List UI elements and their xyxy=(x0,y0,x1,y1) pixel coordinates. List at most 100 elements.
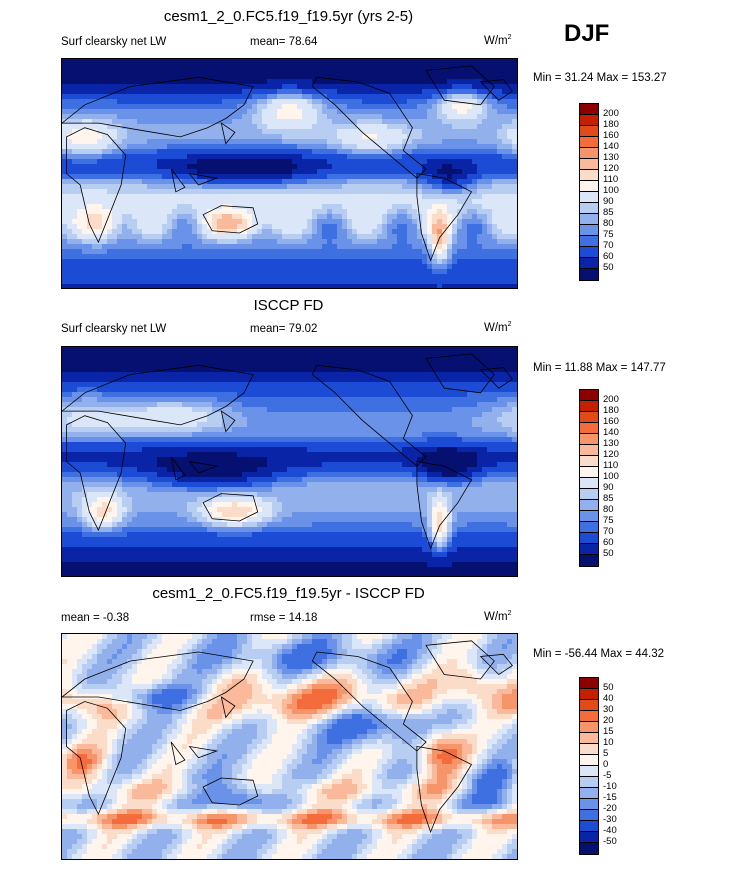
field-cell xyxy=(82,347,88,353)
field-cell xyxy=(322,209,328,215)
field-cell xyxy=(257,259,263,265)
field-cell xyxy=(342,209,348,215)
field-cell xyxy=(97,94,103,100)
field-cell xyxy=(202,134,208,140)
field-cell xyxy=(457,179,463,185)
field-cell xyxy=(112,377,118,383)
field-cell xyxy=(482,99,488,105)
field-cell xyxy=(512,89,517,95)
field-cell xyxy=(452,189,458,195)
field-cell xyxy=(77,259,83,265)
field-cell xyxy=(67,269,73,275)
field-cell xyxy=(492,129,498,135)
field-cell xyxy=(402,174,408,180)
field-cell xyxy=(322,254,328,260)
field-cell xyxy=(102,134,108,140)
field-cell xyxy=(252,129,258,135)
field-cell xyxy=(332,164,338,170)
field-cell xyxy=(257,194,263,200)
field-cell xyxy=(92,264,98,270)
field-cell xyxy=(162,199,168,205)
field-cell xyxy=(447,154,453,160)
field-cell xyxy=(412,109,418,115)
field-cell xyxy=(212,169,218,175)
field-cell xyxy=(172,114,178,120)
field-cell xyxy=(217,377,223,383)
field-cell xyxy=(177,144,183,150)
field-cell xyxy=(397,382,403,388)
field-cell xyxy=(407,362,413,368)
field-cell xyxy=(497,372,503,378)
field-cell xyxy=(62,194,68,200)
colorbar-tick-label: 100 xyxy=(603,185,619,196)
field-cell xyxy=(92,89,98,95)
field-cell xyxy=(482,199,488,205)
field-cell xyxy=(397,169,403,175)
field-cell xyxy=(127,377,133,383)
field-cell xyxy=(237,99,243,105)
field-cell xyxy=(277,382,283,388)
field-cell xyxy=(87,284,93,288)
field-cell xyxy=(257,144,263,150)
field-cell xyxy=(187,184,193,190)
field-cell xyxy=(317,184,323,190)
field-cell xyxy=(367,219,373,225)
field-cell xyxy=(287,259,293,265)
field-cell xyxy=(342,357,348,363)
field-cell xyxy=(292,64,298,70)
field-cell xyxy=(487,64,493,70)
field-cell xyxy=(282,244,288,250)
field-cell xyxy=(177,189,183,195)
field-cell xyxy=(397,94,403,100)
field-cell xyxy=(97,129,103,135)
field-cell xyxy=(492,134,498,140)
field-cell xyxy=(417,79,423,85)
field-cell xyxy=(422,214,428,220)
field-cell xyxy=(382,99,388,105)
field-cell xyxy=(127,134,133,140)
field-cell xyxy=(77,179,83,185)
field-cell xyxy=(292,234,298,240)
field-cell xyxy=(277,367,283,373)
field-cell xyxy=(457,154,463,160)
field-cell xyxy=(322,259,328,265)
field-cell xyxy=(192,104,198,110)
field-cell xyxy=(177,254,183,260)
field-cell xyxy=(112,254,118,260)
field-cell xyxy=(472,114,478,120)
field-cell xyxy=(262,154,268,160)
field-cell xyxy=(512,84,517,90)
field-cell xyxy=(227,109,233,115)
field-cell xyxy=(112,269,118,275)
field-cell xyxy=(252,59,258,65)
field-cell xyxy=(62,224,68,230)
field-cell xyxy=(427,194,433,200)
field-cell xyxy=(227,144,233,150)
field-cell xyxy=(332,199,338,205)
field-cell xyxy=(272,224,278,230)
field-cell xyxy=(252,79,258,85)
field-cell xyxy=(137,209,143,215)
field-cell xyxy=(142,124,148,130)
field-cell xyxy=(497,199,503,205)
field-cell xyxy=(487,229,493,235)
field-cell xyxy=(252,164,258,170)
field-cell xyxy=(97,204,103,210)
field-cell xyxy=(272,259,278,265)
field-cell xyxy=(262,99,268,105)
field-cell xyxy=(502,274,508,280)
field-cell xyxy=(412,372,418,378)
field-cell xyxy=(212,129,218,135)
field-cell xyxy=(67,204,73,210)
field-cell xyxy=(197,254,203,260)
field-cell xyxy=(357,124,363,130)
field-cell xyxy=(417,139,423,145)
field-cell xyxy=(302,244,308,250)
field-cell xyxy=(237,89,243,95)
field-cell xyxy=(427,199,433,205)
field-cell xyxy=(407,79,413,85)
field-cell xyxy=(172,382,178,388)
field-cell xyxy=(152,362,158,368)
field-cell xyxy=(242,119,248,125)
field-cell xyxy=(337,84,343,90)
